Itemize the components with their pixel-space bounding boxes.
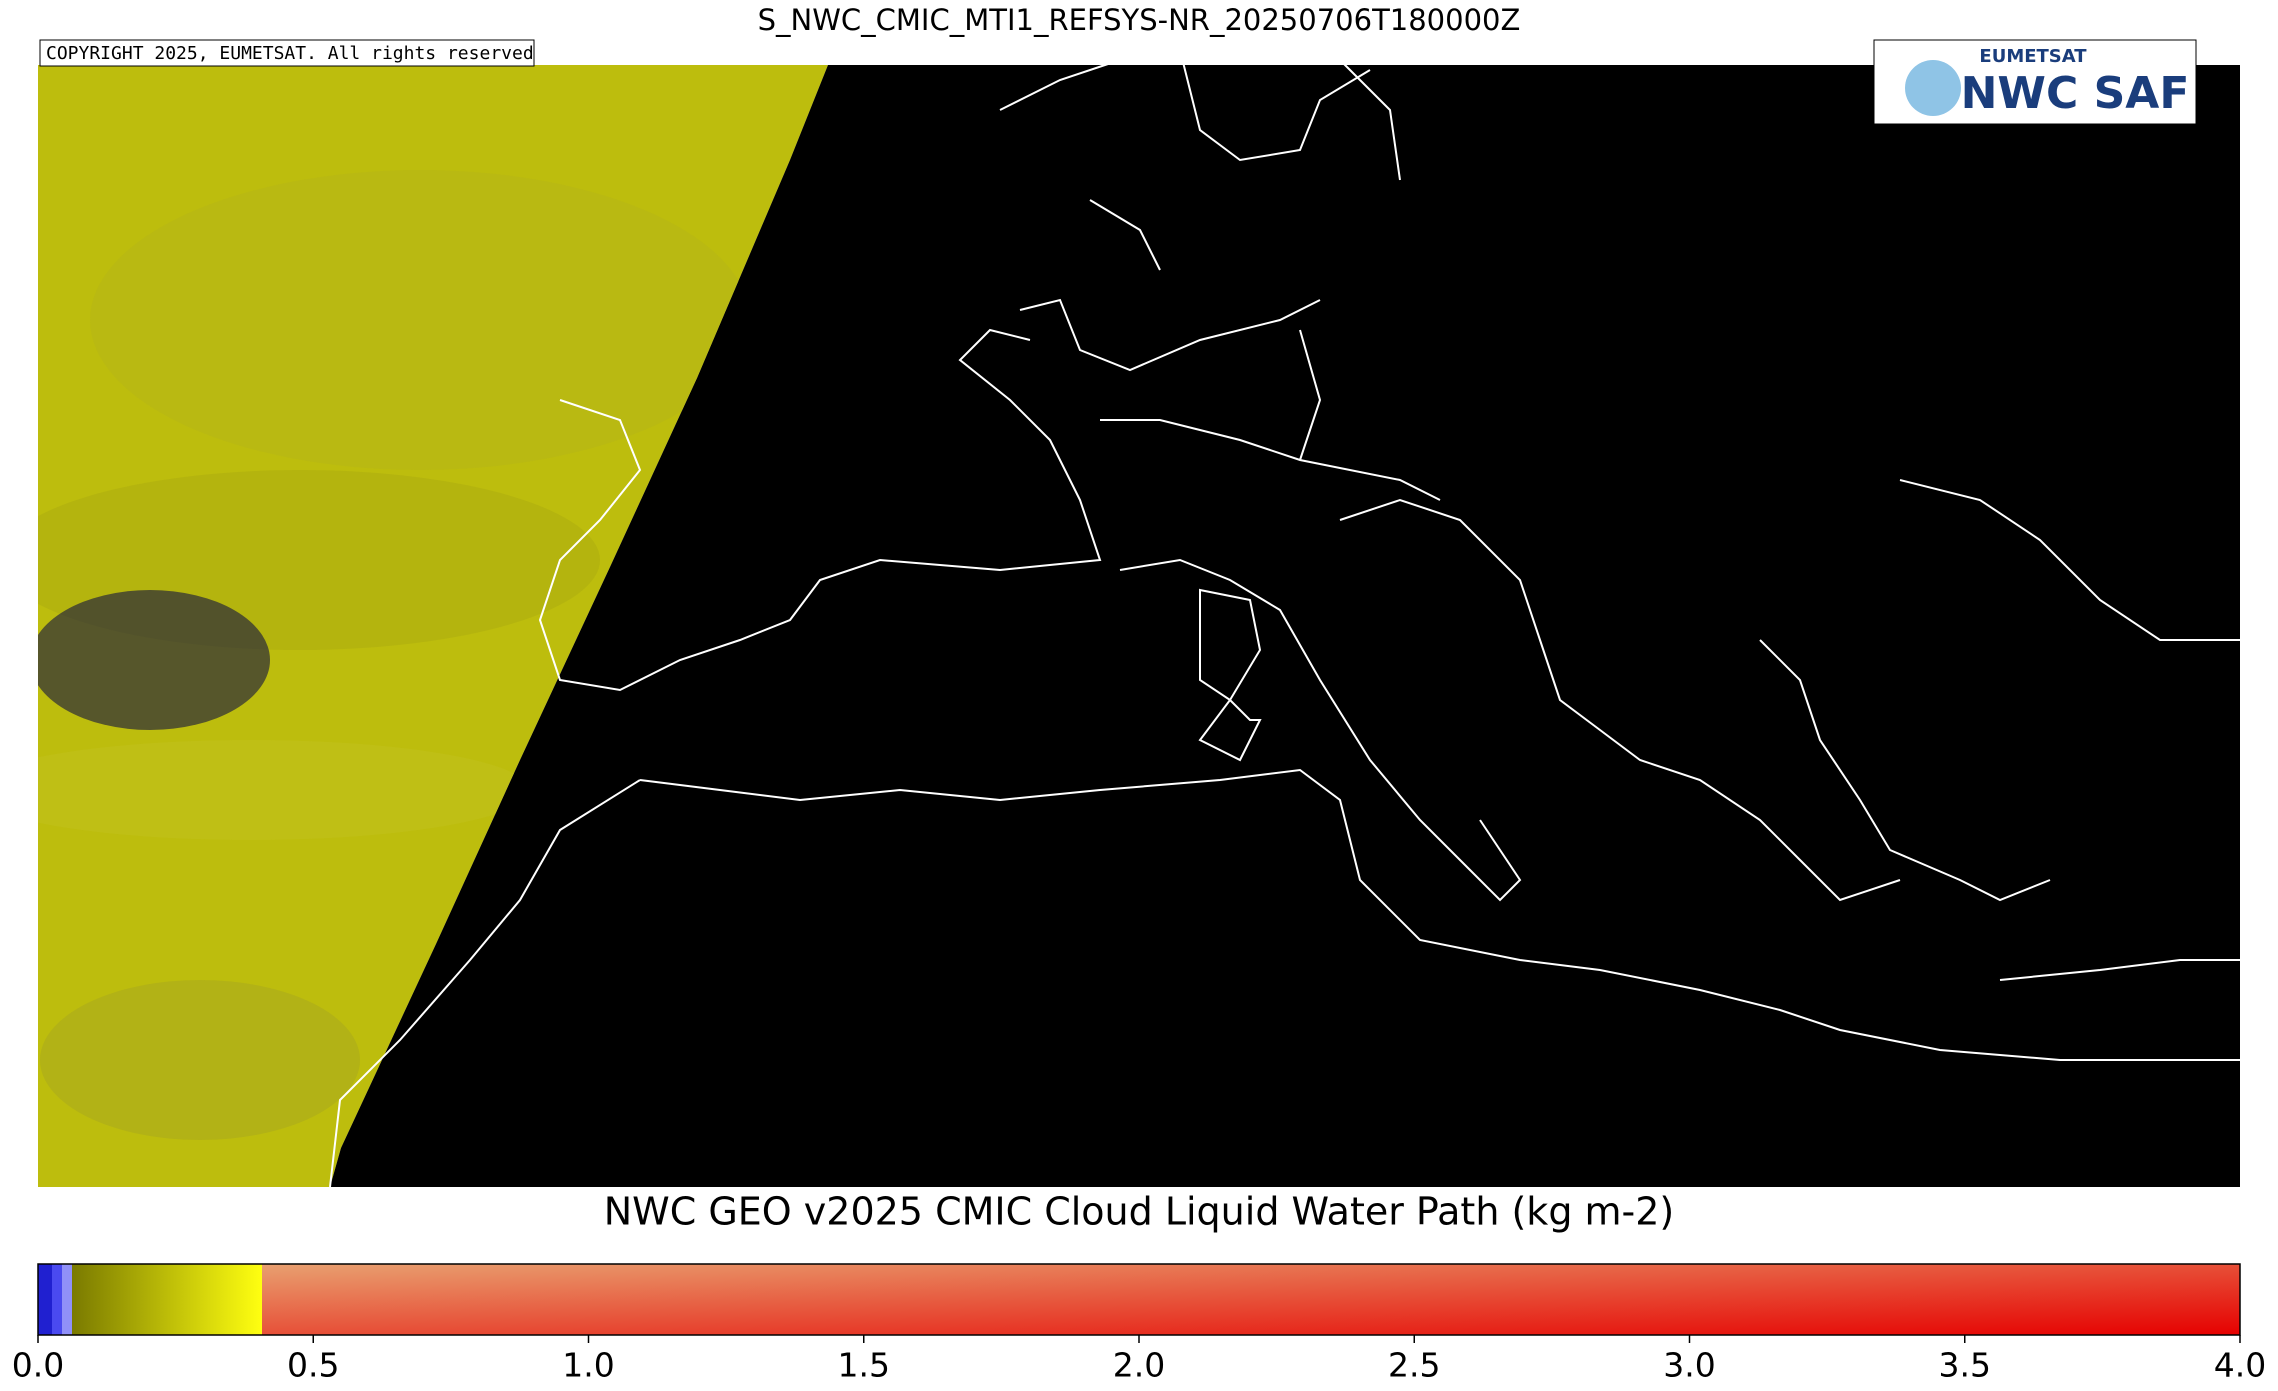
colorbar bbox=[37, 1263, 2241, 1336]
tick-label: 2.5 bbox=[1388, 1346, 1440, 1385]
logo: EUMETSAT NWC SAF bbox=[1873, 39, 2197, 125]
colorbar-segment bbox=[38, 1264, 52, 1335]
tick-label: 3.5 bbox=[1939, 1346, 1991, 1385]
colorbar-title: NWC GEO v2025 CMIC Cloud Liquid Water Pa… bbox=[604, 1190, 1675, 1234]
copyright: COPYRIGHT 2025, EUMETSAT. All rights res… bbox=[46, 43, 534, 64]
tick-label: 0.0 bbox=[12, 1346, 64, 1385]
copyright-box bbox=[39, 39, 535, 67]
colorbar-segment bbox=[262, 1264, 2240, 1335]
map: COPYRIGHT 2025, EUMETSAT. All rights res… bbox=[38, 39, 2240, 1188]
logo-icon bbox=[1905, 60, 1961, 116]
tick-label: 3.0 bbox=[1663, 1346, 1715, 1385]
tick-label: 4.0 bbox=[2214, 1346, 2266, 1385]
coastlines bbox=[329, 49, 2240, 1188]
tick-label: 1.5 bbox=[838, 1346, 890, 1385]
image-title: S_NWC_CMIC_MTI1_REFSYS-NR_20250706T18000… bbox=[758, 3, 1521, 37]
logo-org: EUMETSAT bbox=[1979, 46, 2087, 67]
colorbar-segment bbox=[72, 1264, 262, 1335]
colorbar-segment bbox=[62, 1264, 72, 1335]
tick-label: 2.0 bbox=[1113, 1346, 1165, 1385]
logo-product: NWC SAF bbox=[1961, 68, 2190, 119]
tick-label: 0.5 bbox=[287, 1346, 339, 1385]
tick-label: 1.0 bbox=[562, 1346, 614, 1385]
colorbar-segment bbox=[52, 1264, 62, 1335]
